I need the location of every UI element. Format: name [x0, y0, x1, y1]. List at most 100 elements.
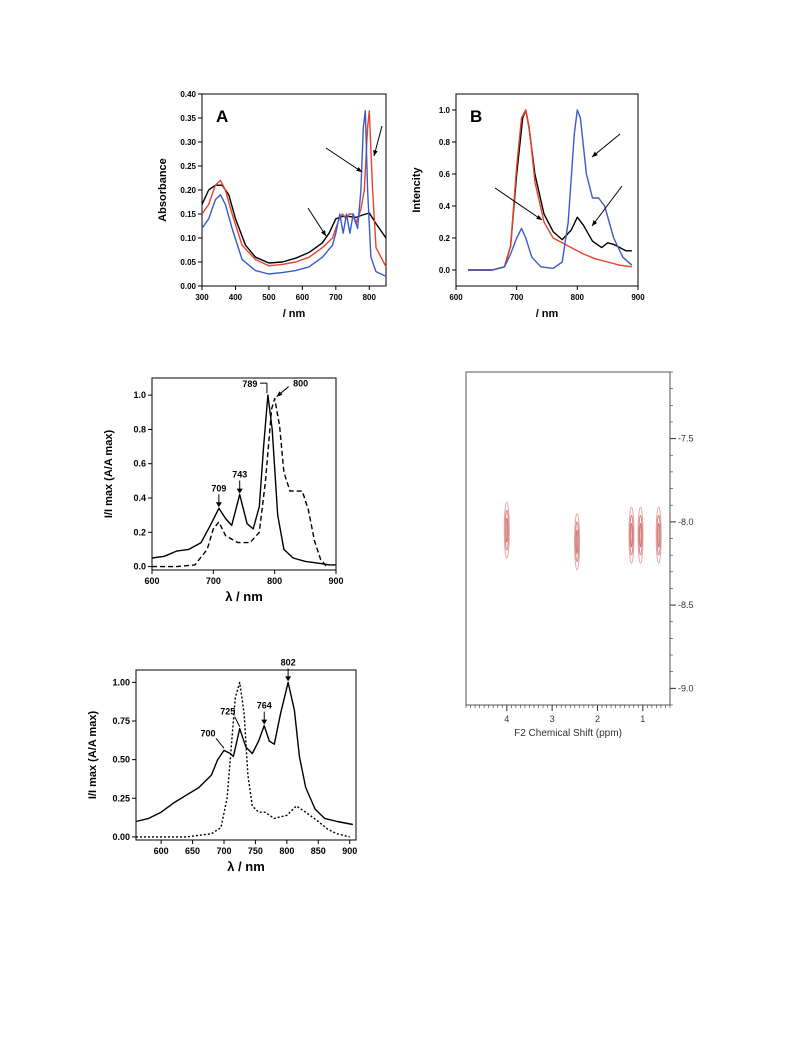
x-tick-label: 600 [144, 576, 159, 586]
panel-label: A [216, 107, 228, 126]
x-tick-label: 2 [595, 714, 600, 724]
plot-frame [135, 669, 357, 841]
series-line-2 [468, 109, 633, 271]
cross-peak-4 [655, 506, 662, 564]
chart-E: 600 650 700 750 800 850 900 0.00 0.25 0.50 0.75 1.0… [87, 657, 357, 874]
peak-annotation-1: 800 [276, 379, 308, 397]
y-tick-label: -8.0 [678, 517, 694, 527]
x-tick-label: 4 [504, 714, 509, 724]
y-tick-label: 0.50 [112, 755, 130, 765]
x-tick-label: 700 [510, 293, 524, 302]
x-axis-label: λ / nm [225, 589, 263, 604]
x-tick-label: 3 [550, 714, 555, 724]
x-tick-label: 600 [449, 293, 463, 302]
x-tick-label: 400 [229, 293, 243, 302]
y-tick-label: 1.0 [133, 390, 146, 400]
peak-annotation-2: 709 [211, 483, 226, 508]
peak-annotation-2: 725 [220, 707, 241, 727]
y-tick-label: 0.2 [133, 527, 146, 537]
peak-contour [656, 514, 661, 556]
x-tick-label: 650 [185, 846, 200, 856]
peak-contour [628, 506, 635, 564]
y-tick-label: 0.8 [133, 424, 146, 434]
series-line-1 [468, 109, 632, 271]
chart-B: 600 700 800 900 0.0 0.2 0.4 0.6 0.8 1.0 / nm Intenc… [411, 93, 645, 320]
peak-contour [629, 514, 634, 556]
peak-contour [574, 521, 580, 563]
peak-contour [503, 501, 510, 559]
x-tick-label: 850 [311, 846, 326, 856]
y-tick-label: 0.25 [180, 162, 196, 171]
y-tick-label: -9.0 [678, 683, 694, 693]
plot-frame [151, 377, 337, 571]
y-tick-label: 0.6 [133, 459, 146, 469]
y-tick-label: 0.20 [180, 186, 196, 195]
cross-peak-1 [574, 513, 581, 571]
peak-annotation-3: 700 [200, 728, 225, 749]
annotation-label: 800 [293, 379, 308, 389]
y-tick-label: 0.8 [439, 138, 451, 147]
pointer-arrow-head [373, 150, 378, 156]
x-tick-label: 900 [631, 293, 645, 302]
y-tick-label: 0.10 [180, 234, 196, 243]
cross-peak-2 [628, 506, 635, 564]
cross-peak-3 [637, 506, 644, 564]
y-tick-label: 0.0 [133, 562, 146, 572]
x-axis-label: / nm [536, 308, 559, 320]
annotation-arrowhead [236, 488, 243, 494]
annotation-leader [215, 738, 225, 749]
annotation-arrowhead [215, 502, 222, 508]
x-axis-label: λ / nm [227, 859, 265, 874]
peak-contour [638, 514, 643, 556]
chart-A: 300 400 500 600 700 800 0.00 0.05 0.10 0.15 0.20 0.… [157, 90, 387, 320]
series-line-1 [201, 110, 387, 268]
annotation-leader [234, 716, 241, 727]
series-line-1 [136, 681, 350, 838]
peak-contour [574, 513, 581, 571]
x-axis-label: F2 Chemical Shift (ppm) [514, 728, 622, 739]
chart-C: 600 700 800 900 0.0 0.2 0.4 0.6 0.8 1.0 λ / nm I/I … [103, 377, 344, 604]
y-tick-label: 0.00 [180, 282, 196, 291]
cross-peak-0 [503, 501, 510, 559]
peak-contour [655, 506, 662, 564]
peak-contour [575, 529, 579, 555]
x-tick-label: 500 [262, 293, 276, 302]
x-tick-label: 600 [154, 846, 169, 856]
pointer-arrow-line [325, 147, 363, 173]
annotation-arrowhead [285, 676, 292, 682]
x-tick-label: 750 [248, 846, 263, 856]
x-tick-label: 800 [363, 293, 377, 302]
x-tick-label: 700 [206, 576, 221, 586]
peak-annotation-3: 743 [232, 470, 247, 494]
pointer-arrow-line [494, 187, 543, 221]
series-line-2 [201, 110, 387, 278]
peak-contour [637, 506, 644, 564]
peak-annotation-1: 764 [257, 701, 272, 725]
y-tick-label: 0.25 [112, 793, 130, 803]
y-tick-label: 0.6 [439, 170, 451, 179]
pointer-arrow-head [356, 166, 362, 172]
y-tick-label: 0.40 [180, 90, 196, 99]
peak-annotation-0: 802 [281, 657, 296, 682]
y-axis-label: Absorbance [157, 158, 169, 222]
pointer-arrow-head [321, 230, 326, 236]
series-line-0 [468, 109, 632, 271]
peak-contour [504, 509, 509, 551]
panel-label: B [470, 107, 482, 126]
y-tick-label: -8.5 [678, 600, 694, 610]
x-tick-label: 900 [328, 576, 343, 586]
annotation-label: 725 [220, 707, 235, 717]
x-axis-label: / nm [283, 308, 306, 320]
peak-contour [630, 522, 633, 548]
y-tick-label: 1.00 [112, 677, 130, 687]
x-tick-label: 800 [571, 293, 585, 302]
series-line-0 [135, 681, 354, 826]
pointer-arrow-head [276, 391, 283, 397]
y-tick-label: 0.05 [180, 258, 196, 267]
annotation-label: 743 [232, 470, 247, 480]
y-axis-label: Intencity [411, 167, 423, 213]
annotation-label: 764 [257, 701, 272, 711]
y-tick-label: 0.75 [112, 716, 130, 726]
peak-annotation-0: 789 [242, 379, 268, 394]
y-tick-label: 0.4 [439, 202, 451, 211]
